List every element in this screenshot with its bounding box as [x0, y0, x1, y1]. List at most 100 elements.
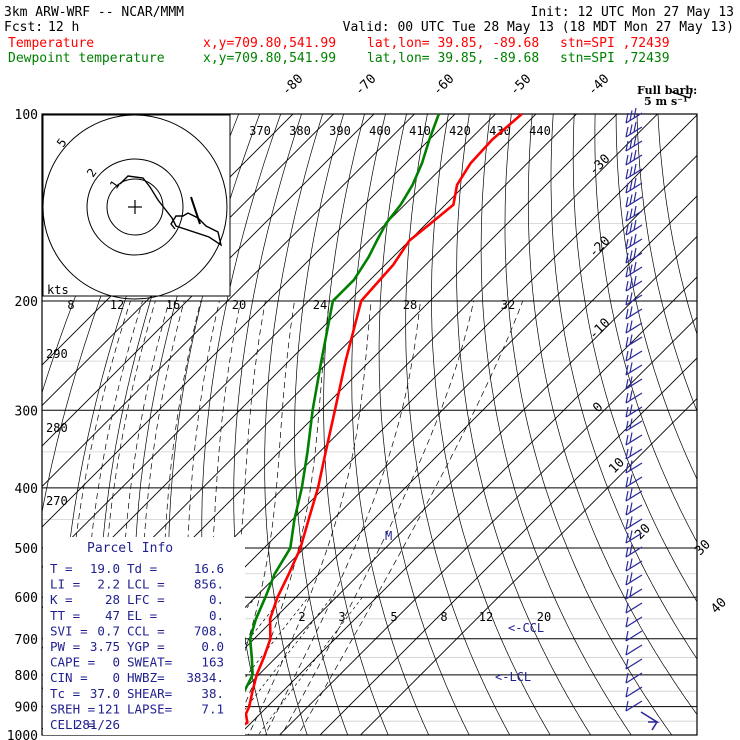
parcel-info-cell: LFC =: [127, 592, 165, 607]
hodograph-ring: [42, 114, 228, 300]
isotherm-label: 10: [606, 455, 628, 477]
mean-wind-marker: M: [385, 529, 392, 543]
wind-barb: [625, 488, 643, 502]
wind-barb: [625, 446, 643, 460]
dry-adiabat: [323, 114, 389, 735]
wind-barb: [625, 502, 643, 516]
wind-barb: [625, 121, 643, 138]
wind-barb: [625, 107, 643, 124]
temp-loc-latlon: lat,lon= 39.85, -89.68: [367, 36, 539, 51]
parcel-info-cell: YGP =: [127, 639, 165, 654]
wind-barb: [625, 630, 643, 642]
isotherm-line: [359, 397, 697, 735]
wind-barb-legend-title: Full barb:: [637, 84, 697, 97]
wind-barb: [625, 700, 643, 712]
plot-frame: [41, 113, 698, 736]
hodograph-box: [42, 114, 231, 297]
wind-barb: [625, 205, 643, 222]
parcel-info-cell: 0.: [209, 608, 224, 623]
wind-barb: [625, 233, 643, 250]
parcel-info-cell: LI =: [50, 577, 80, 592]
mixing-ratio-label: 32: [501, 298, 515, 312]
wind-barb: [625, 191, 643, 208]
dry-adiabat-label: 270: [46, 494, 68, 508]
parcel-info-cell: SWEAT=: [127, 655, 172, 670]
mixing-ratio-label: 24: [313, 298, 327, 312]
dewp-loc-stn: stn=SPI ,72439: [560, 51, 670, 66]
moist-adiabat: [281, 300, 475, 735]
wind-barb: [625, 261, 643, 278]
wind-barb: [625, 376, 643, 390]
wind-barb: [625, 586, 643, 600]
isotherm-line: [42, 114, 375, 447]
parcel-info-cell: 0: [112, 655, 120, 670]
dry-adiabat: [480, 114, 632, 735]
parcel-info-cell: LAPSE=: [127, 701, 172, 716]
wind-barb: [625, 404, 643, 418]
model-title: 3km ARW-WRF -- NCAR/MMM: [4, 5, 184, 20]
legend-dewpoint: Dewpoint temperature: [8, 51, 165, 66]
wind-barb: [625, 320, 643, 334]
ccl-marker: <-CCL: [508, 621, 544, 635]
pressure-tick-label: 700: [15, 633, 38, 648]
forecast-hour: 12 h: [48, 20, 79, 35]
parcel-info-cell: 3.75: [90, 639, 120, 654]
dry-adiabat: [42, 114, 156, 394]
parcel-info-cell: 16.6: [194, 561, 224, 576]
wind-barb-legend-icon: [689, 87, 693, 99]
wind-barb: [625, 275, 643, 292]
parcel-info-cell: LCL =: [127, 577, 165, 592]
isotherm-label: -40: [585, 72, 612, 99]
theta-label: 370: [249, 124, 271, 138]
wind-barb: [625, 390, 643, 404]
parcel-info-cell: T =: [50, 561, 73, 576]
legend-temperature: Temperature: [8, 36, 94, 51]
dry-adiabat: [572, 114, 697, 603]
parcel-info-cell: 121: [97, 701, 120, 716]
mixing-ratio-label: 2: [298, 610, 305, 624]
parcel-info-cell: 38.: [201, 686, 224, 701]
moist-adiabat: [264, 300, 421, 735]
parcel-info-cell: 7.1: [201, 701, 224, 716]
parcel-info-panel: Parcel Info T = 19.0 Td = 16.6 LI = 2.2 LCL = 85…: [43, 537, 245, 735]
isotherm-label: 30: [692, 537, 714, 559]
wind-barb: [625, 219, 643, 236]
parcel-info-title: Parcel Info: [87, 541, 173, 556]
dry-adiabat: [657, 114, 697, 336]
parcel-info-cell: 0.0: [201, 639, 224, 654]
dry-adiabat: [378, 114, 470, 735]
isotherm-label: -50: [507, 72, 534, 99]
wind-barb: [625, 544, 643, 558]
dry-adiabat: [550, 114, 697, 660]
wind-barb: [625, 135, 643, 152]
wind-barb: [625, 177, 643, 194]
parcel-info-cell: 2.2: [97, 577, 120, 592]
dry-adiabat-label: 290: [46, 347, 68, 361]
wind-barb: [625, 247, 643, 264]
dry-adiabat: [504, 114, 673, 735]
mixing-ratio-label: 12: [479, 610, 493, 624]
isotherm-label: -80: [279, 72, 306, 99]
mixing-ratio-label: 28: [403, 298, 417, 312]
parcel-info-cell: 281/26: [75, 717, 120, 732]
parcel-info-cell: CIN =: [50, 670, 88, 685]
mixing-ratio-label: 16: [166, 298, 180, 312]
parcel-info-cell: HWBZ=: [127, 670, 165, 685]
dewpoint-profile-line: [224, 113, 441, 729]
parcel-info-cell: 37.0: [90, 686, 120, 701]
wind-barb: [625, 558, 643, 572]
pressure-tick-label: 1000: [7, 729, 38, 740]
wind-barb: [625, 432, 643, 446]
isotherm-label: -10: [586, 316, 613, 343]
dry-adiabat: [527, 114, 697, 716]
mixing-ratio-label: 8: [67, 298, 74, 312]
wind-barb: [625, 362, 643, 376]
mixing-ratio-line: [257, 596, 363, 735]
theta-label: 390: [329, 124, 351, 138]
wind-barb: [625, 306, 643, 320]
dry-adiabat: [636, 114, 697, 412]
isotherm-line: [42, 114, 335, 407]
isotherm-label: 20: [632, 521, 654, 543]
